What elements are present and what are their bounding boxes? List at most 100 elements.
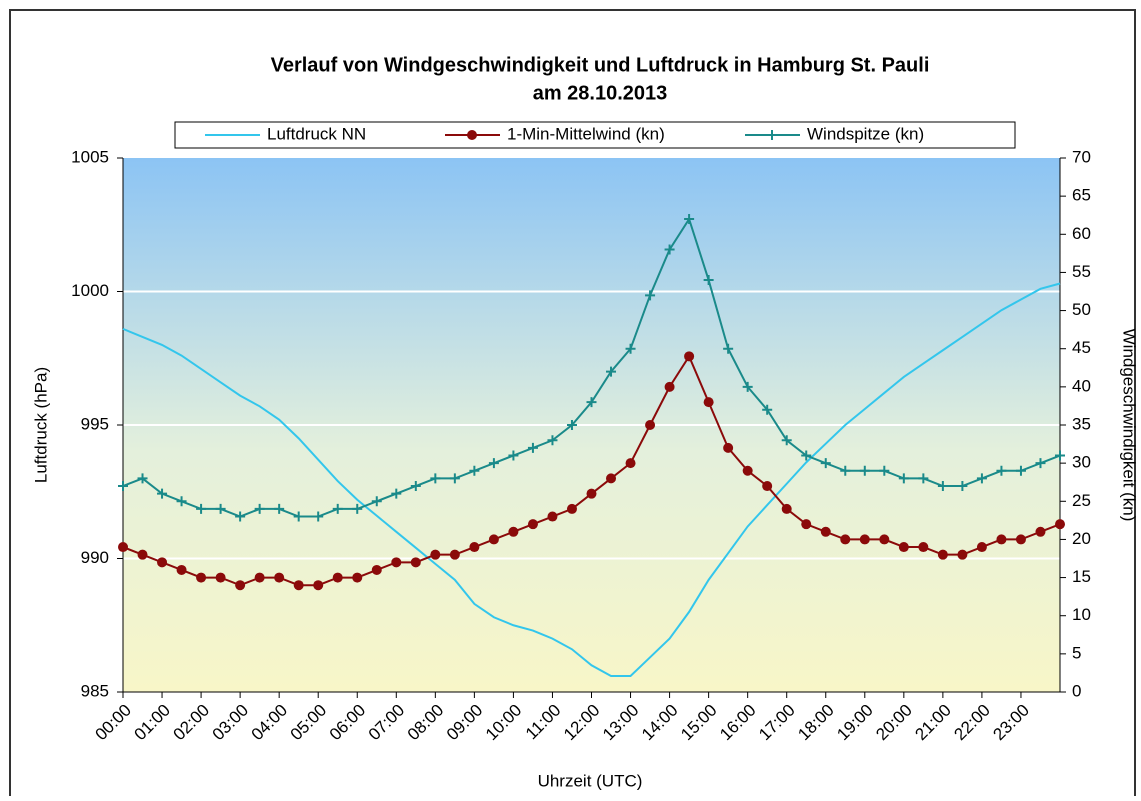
point: [410, 557, 421, 568]
point: [762, 404, 773, 415]
point: [332, 572, 343, 583]
point: [391, 557, 402, 568]
y-tick-label: 985: [81, 681, 109, 700]
point: [508, 526, 519, 537]
legend-label: 1-Min-Mittelwind (kn): [507, 124, 665, 143]
point: [1035, 526, 1046, 537]
point: [859, 465, 870, 476]
x-tick-label: 22:00: [950, 701, 994, 745]
series-line: [122, 282, 1061, 677]
point: [449, 473, 460, 484]
point: [118, 481, 128, 492]
point: [157, 557, 168, 568]
point: [742, 381, 753, 392]
point: [157, 488, 168, 499]
x-tick-label: 20:00: [872, 701, 916, 745]
point: [176, 496, 187, 507]
y2-tick-label: 15: [1072, 567, 1091, 586]
point: [625, 343, 636, 354]
x-tick-label: 06:00: [326, 701, 370, 745]
point: [1055, 519, 1065, 530]
point: [137, 473, 148, 484]
x-tick-label: 13:00: [599, 701, 643, 745]
x-tick-label: 14:00: [638, 701, 682, 745]
point: [527, 519, 538, 530]
point: [469, 542, 480, 553]
point: [137, 549, 148, 560]
point: [586, 488, 597, 499]
y-tick-label: 995: [81, 414, 109, 433]
x-tick-label: 18:00: [794, 701, 838, 745]
point: [118, 542, 128, 553]
point: [196, 572, 207, 583]
x-tick-label: 03:00: [209, 701, 253, 745]
y2-tick-label: 35: [1072, 414, 1091, 433]
point: [430, 473, 441, 484]
point: [1035, 458, 1046, 469]
x-tick-label: 09:00: [443, 701, 487, 745]
point: [371, 496, 382, 507]
point: [723, 442, 734, 453]
point: [586, 397, 597, 408]
point: [410, 481, 421, 492]
x-axis-label: Uhrzeit (UTC): [538, 771, 643, 790]
y2-tick-label: 30: [1072, 453, 1091, 472]
point: [898, 473, 909, 484]
x-tick-label: 19:00: [833, 701, 877, 745]
point: [566, 503, 577, 514]
y2-tick-label: 60: [1072, 224, 1091, 243]
x-tick-label: 11:00: [522, 701, 565, 744]
point: [664, 244, 675, 255]
point: [215, 572, 226, 583]
legend-marker: [767, 130, 777, 140]
point: [547, 511, 558, 522]
point: [449, 549, 460, 560]
y2-tick-label: 0: [1072, 681, 1081, 700]
point: [703, 275, 714, 286]
point: [645, 420, 656, 430]
point: [274, 503, 285, 514]
point: [527, 442, 538, 453]
point: [976, 542, 987, 553]
point: [840, 534, 851, 545]
y-axis-label: Luftdruck (hPa): [31, 367, 50, 483]
point: [703, 397, 714, 408]
y2-tick-label: 65: [1072, 186, 1091, 205]
point: [645, 290, 656, 301]
legend: [174, 121, 1016, 149]
point: [937, 549, 948, 560]
point: [859, 534, 870, 545]
point: [840, 465, 851, 476]
x-tick-label: 07:00: [365, 701, 409, 745]
point: [254, 572, 265, 583]
y2-tick-label: 25: [1072, 491, 1091, 510]
point: [606, 366, 617, 377]
point: [1015, 465, 1026, 476]
y-tick-label: 1000: [71, 281, 109, 300]
y2-tick-label: 40: [1072, 376, 1091, 395]
x-tick-label: 17:00: [755, 701, 799, 745]
point: [918, 473, 929, 484]
point: [996, 534, 1007, 545]
x-tick-label: 08:00: [404, 701, 448, 745]
point: [625, 458, 636, 469]
point: [957, 549, 968, 560]
point: [684, 214, 695, 225]
point: [976, 473, 987, 484]
point: [918, 542, 929, 553]
x-tick-label: 12:00: [560, 701, 604, 745]
point: [313, 580, 324, 591]
point: [215, 503, 226, 514]
x-tick-label: 04:00: [248, 701, 292, 745]
y2-tick-label: 5: [1072, 643, 1081, 662]
point: [879, 534, 890, 545]
point: [742, 465, 753, 476]
point: [606, 473, 617, 484]
x-tick-label: 16:00: [716, 701, 760, 745]
x-tick-label: 01:00: [131, 701, 175, 745]
y2-tick-label: 45: [1072, 338, 1091, 357]
point: [801, 450, 812, 461]
x-tick-label: 23:00: [989, 701, 1033, 745]
chart-title: Verlauf von Windgeschwindigkeit und Luft…: [271, 54, 930, 76]
